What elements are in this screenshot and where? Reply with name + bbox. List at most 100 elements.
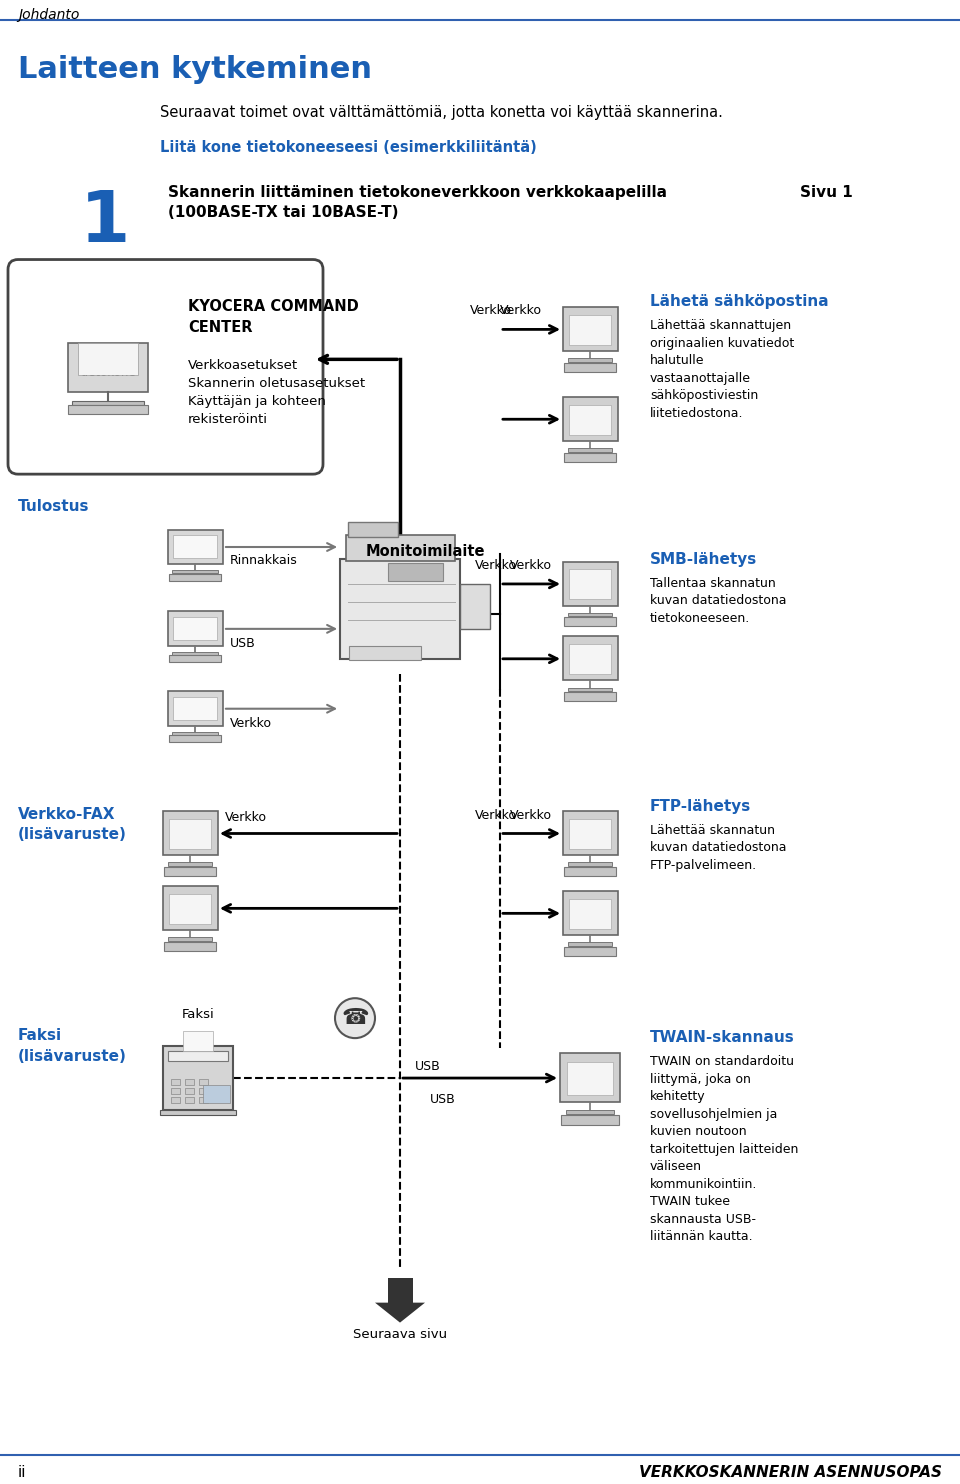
Bar: [168, 862, 212, 865]
Text: Sivu 1: Sivu 1: [800, 184, 852, 200]
Bar: [185, 1097, 194, 1103]
Text: USB: USB: [430, 1094, 456, 1106]
Bar: [568, 942, 612, 945]
Bar: [163, 867, 216, 876]
Bar: [171, 1079, 180, 1085]
Text: KYOCERA COMMAND
CENTER: KYOCERA COMMAND CENTER: [188, 300, 359, 335]
Bar: [348, 522, 397, 537]
Text: ii: ii: [18, 1465, 27, 1481]
FancyBboxPatch shape: [346, 536, 454, 561]
Bar: [568, 613, 612, 616]
Text: USB: USB: [415, 1060, 441, 1073]
Text: TWAIN on standardoitu
liittymä, joka on
kehitetty
sovellusohjelmien ja
kuvien no: TWAIN on standardoitu liittymä, joka on …: [650, 1055, 799, 1244]
Bar: [167, 530, 223, 564]
Bar: [564, 453, 616, 462]
Text: Lähettää skannatun
kuvan datatiedostona
FTP-palvelimeen.: Lähettää skannatun kuvan datatiedostona …: [650, 824, 786, 871]
Bar: [185, 1079, 194, 1085]
Text: Valvojan
tietokone: Valvojan tietokone: [81, 349, 135, 380]
Bar: [388, 562, 443, 580]
Bar: [564, 693, 616, 700]
Text: Johdanto: Johdanto: [18, 7, 80, 22]
Text: ☎: ☎: [341, 1008, 369, 1028]
Bar: [460, 583, 490, 629]
Text: Verkko: Verkko: [225, 810, 267, 824]
Bar: [563, 561, 617, 605]
Text: Verkko: Verkko: [510, 809, 552, 822]
Text: Lähetä sähköpostina: Lähetä sähköpostina: [650, 294, 828, 310]
Bar: [568, 570, 612, 600]
Bar: [568, 862, 612, 865]
Text: Seuraava sivu: Seuraava sivu: [353, 1328, 447, 1340]
Bar: [563, 890, 617, 935]
Bar: [568, 448, 612, 451]
Bar: [199, 1097, 208, 1103]
Bar: [563, 812, 617, 855]
Text: VERKKOSKANNERIN ASENNUSOPAS: VERKKOSKANNERIN ASENNUSOPAS: [639, 1465, 942, 1481]
Bar: [568, 358, 612, 362]
Text: 1: 1: [80, 187, 131, 257]
Bar: [173, 536, 217, 558]
Bar: [340, 559, 460, 659]
Bar: [564, 617, 616, 626]
Bar: [169, 819, 211, 849]
Bar: [167, 692, 223, 726]
Bar: [173, 697, 217, 720]
Bar: [185, 1088, 194, 1094]
Bar: [563, 307, 617, 350]
Text: Verkko: Verkko: [230, 717, 272, 730]
Text: Verkko: Verkko: [475, 809, 517, 822]
Text: Laitteen kytkeminen: Laitteen kytkeminen: [18, 55, 372, 85]
Bar: [78, 343, 138, 375]
Text: Verkko: Verkko: [500, 304, 542, 318]
Bar: [568, 819, 612, 849]
Text: USB: USB: [230, 637, 255, 650]
Bar: [566, 1061, 613, 1095]
Bar: [562, 1116, 619, 1125]
Bar: [171, 1097, 180, 1103]
Bar: [160, 1110, 236, 1116]
Text: (100BASE-TX tai 10BASE-T): (100BASE-TX tai 10BASE-T): [168, 205, 398, 220]
Text: Verkko: Verkko: [475, 559, 517, 571]
Text: Tallentaa skannatun
kuvan datatiedostona
tietokoneeseen.: Tallentaa skannatun kuvan datatiedostona…: [650, 577, 786, 625]
Text: Verkko: Verkko: [510, 559, 552, 571]
Bar: [568, 687, 612, 692]
Circle shape: [335, 999, 375, 1039]
Bar: [162, 886, 218, 930]
Bar: [168, 936, 212, 941]
Bar: [199, 1079, 208, 1085]
Text: FTP-lähetys: FTP-lähetys: [650, 798, 752, 813]
Bar: [172, 651, 218, 654]
Bar: [568, 315, 612, 344]
Bar: [72, 401, 144, 405]
Text: Tulostus: Tulostus: [18, 499, 89, 513]
Bar: [183, 1030, 213, 1051]
Bar: [168, 1051, 228, 1061]
Text: Seuraavat toimet ovat välttämättömiä, jotta konetta voi käyttää skannerina.: Seuraavat toimet ovat välttämättömiä, jo…: [160, 105, 723, 120]
Bar: [568, 644, 612, 674]
Text: Monitoimilaite: Monitoimilaite: [365, 545, 485, 559]
Bar: [163, 1046, 233, 1110]
Bar: [169, 573, 222, 580]
Bar: [564, 364, 616, 371]
Text: Skannerin liittäminen tietokoneverkkoon verkkokaapelilla: Skannerin liittäminen tietokoneverkkoon …: [168, 184, 667, 200]
Text: Verkkoasetukset
Skannerin oletusasetukset
Käyttäjän ja kohteen
rekisteröinti: Verkkoasetukset Skannerin oletusasetukse…: [188, 359, 365, 426]
Bar: [564, 867, 616, 876]
Bar: [568, 899, 612, 929]
Text: Faksi: Faksi: [181, 1008, 214, 1021]
Bar: [162, 812, 218, 855]
Bar: [163, 942, 216, 951]
Bar: [568, 405, 612, 435]
Bar: [173, 617, 217, 640]
FancyBboxPatch shape: [8, 260, 323, 475]
Bar: [68, 343, 148, 392]
Bar: [172, 732, 218, 735]
FancyBboxPatch shape: [349, 646, 421, 660]
Text: SMB-lähetys: SMB-lähetys: [650, 552, 757, 567]
Bar: [203, 1085, 230, 1103]
Bar: [167, 611, 223, 647]
Bar: [388, 1278, 413, 1303]
Text: Lähettää skannattujen
originaalien kuvatiedot
halutulle
vastaanottajalle
sähköpo: Lähettää skannattujen originaalien kuvat…: [650, 319, 794, 420]
Text: TWAIN-skannaus: TWAIN-skannaus: [650, 1030, 795, 1045]
Text: Faksi
(lisävaruste): Faksi (lisävaruste): [18, 1028, 127, 1064]
Bar: [172, 570, 218, 573]
